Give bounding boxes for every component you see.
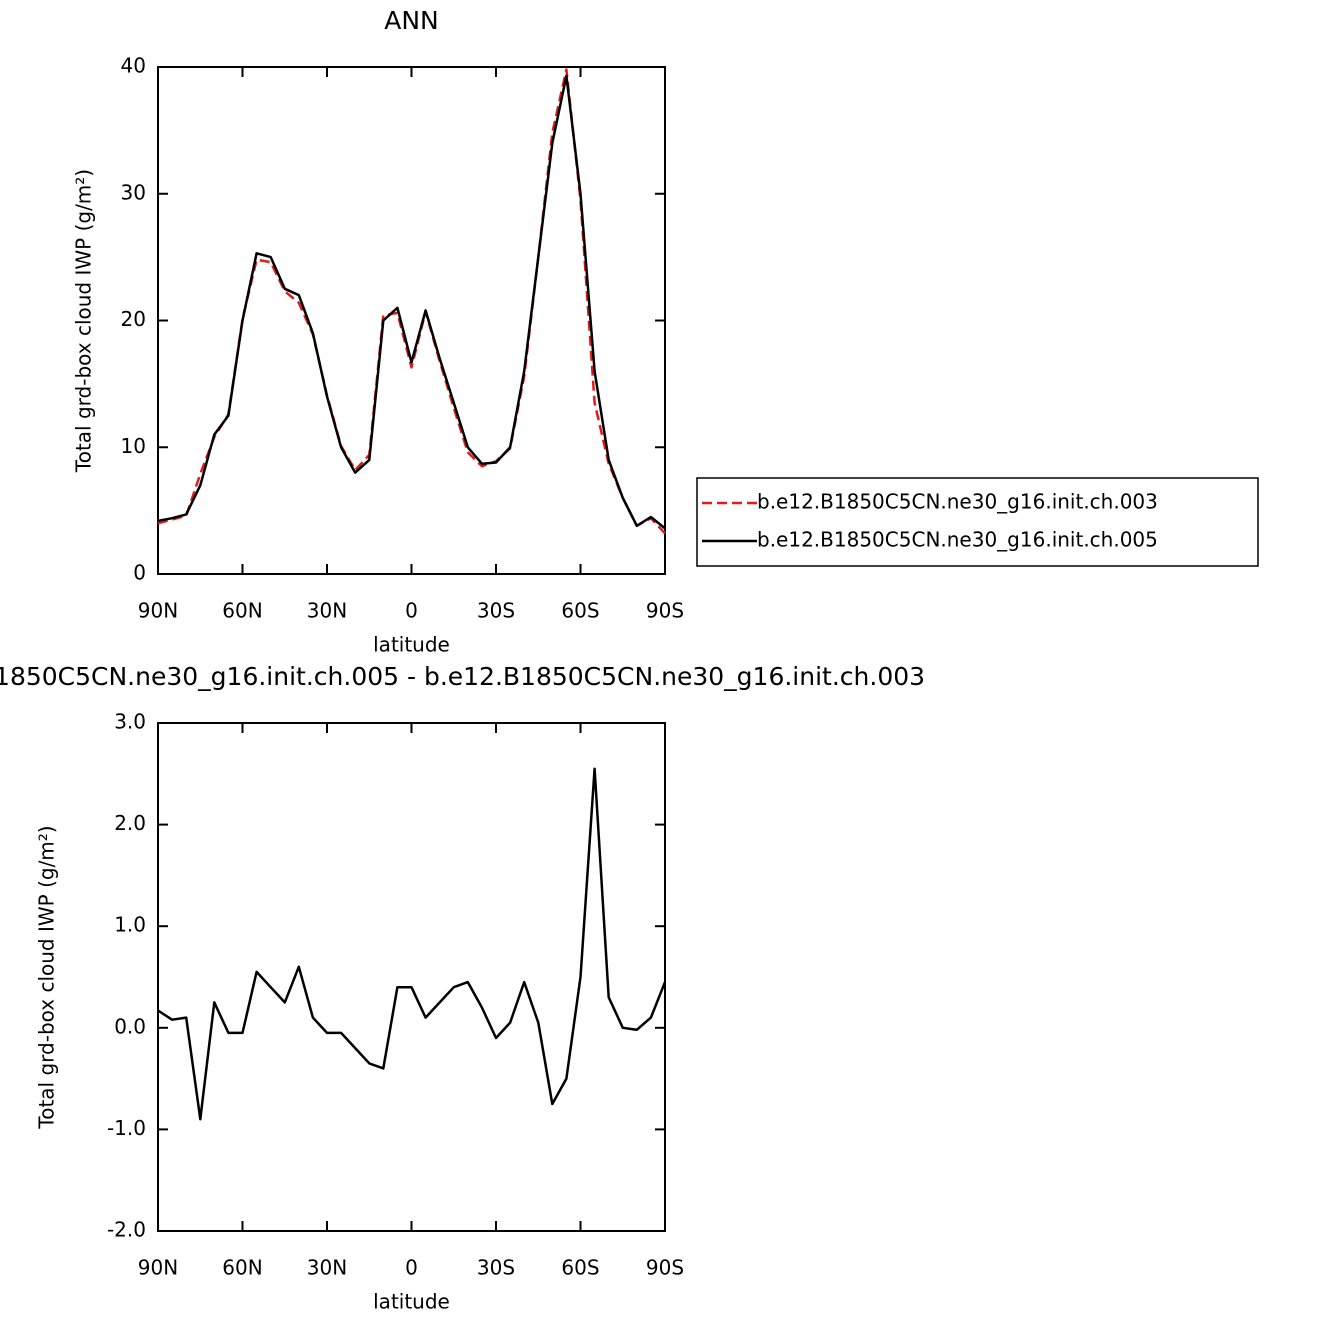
y-tick-label: 2.0 — [114, 811, 146, 835]
series-line — [157, 74, 666, 530]
y-tick-label: 10 — [121, 434, 146, 458]
y-tick-label: 30 — [121, 180, 146, 204]
y-tick-label: -1.0 — [107, 1116, 146, 1140]
x-tick-label: 0 — [405, 1256, 418, 1280]
x-axis-label: latitude — [373, 633, 450, 657]
x-tick-label: 30S — [477, 599, 515, 623]
y-tick-label: 40 — [121, 54, 146, 78]
legend-label: b.e12.B1850C5CN.ne30_g16.init.ch.005 — [757, 528, 1158, 552]
y-tick-label: 1.0 — [114, 913, 146, 937]
x-tick-label: 60N — [222, 599, 262, 623]
y-axis-label: Total grd-box cloud IWP (g/m²) — [35, 825, 59, 1129]
chart-title: ANN — [384, 6, 439, 35]
chart-title: b.e12.B1850C5CN.ne30_g16.init.ch.005 - b… — [0, 662, 925, 691]
x-tick-label: 60S — [561, 1256, 599, 1280]
plot-frame — [157, 66, 666, 575]
x-tick-label: 90N — [138, 1256, 178, 1280]
x-tick-label: 30N — [307, 599, 347, 623]
legend-label: b.e12.B1850C5CN.ne30_g16.init.ch.003 — [757, 490, 1158, 514]
x-axis-label: latitude — [373, 1290, 450, 1314]
x-tick-label: 90S — [646, 599, 684, 623]
y-tick-label: 3.0 — [114, 710, 146, 734]
x-tick-label: 90N — [138, 599, 178, 623]
x-tick-label: 60N — [222, 1256, 262, 1280]
x-tick-label: 30N — [307, 1256, 347, 1280]
y-axis-label: Total grd-box cloud IWP (g/m²) — [72, 169, 96, 473]
x-tick-label: 0 — [405, 599, 418, 623]
plot-frame — [157, 722, 666, 1232]
series-line — [157, 68, 666, 535]
series-line — [157, 767, 667, 1121]
y-tick-label: -2.0 — [107, 1218, 146, 1242]
y-tick-label: 0.0 — [114, 1014, 146, 1038]
y-tick-label: 0 — [133, 561, 146, 585]
y-tick-label: 20 — [121, 307, 146, 331]
legend-box — [696, 477, 1259, 567]
x-tick-label: 60S — [561, 599, 599, 623]
x-tick-label: 90S — [646, 1256, 684, 1280]
x-tick-label: 30S — [477, 1256, 515, 1280]
